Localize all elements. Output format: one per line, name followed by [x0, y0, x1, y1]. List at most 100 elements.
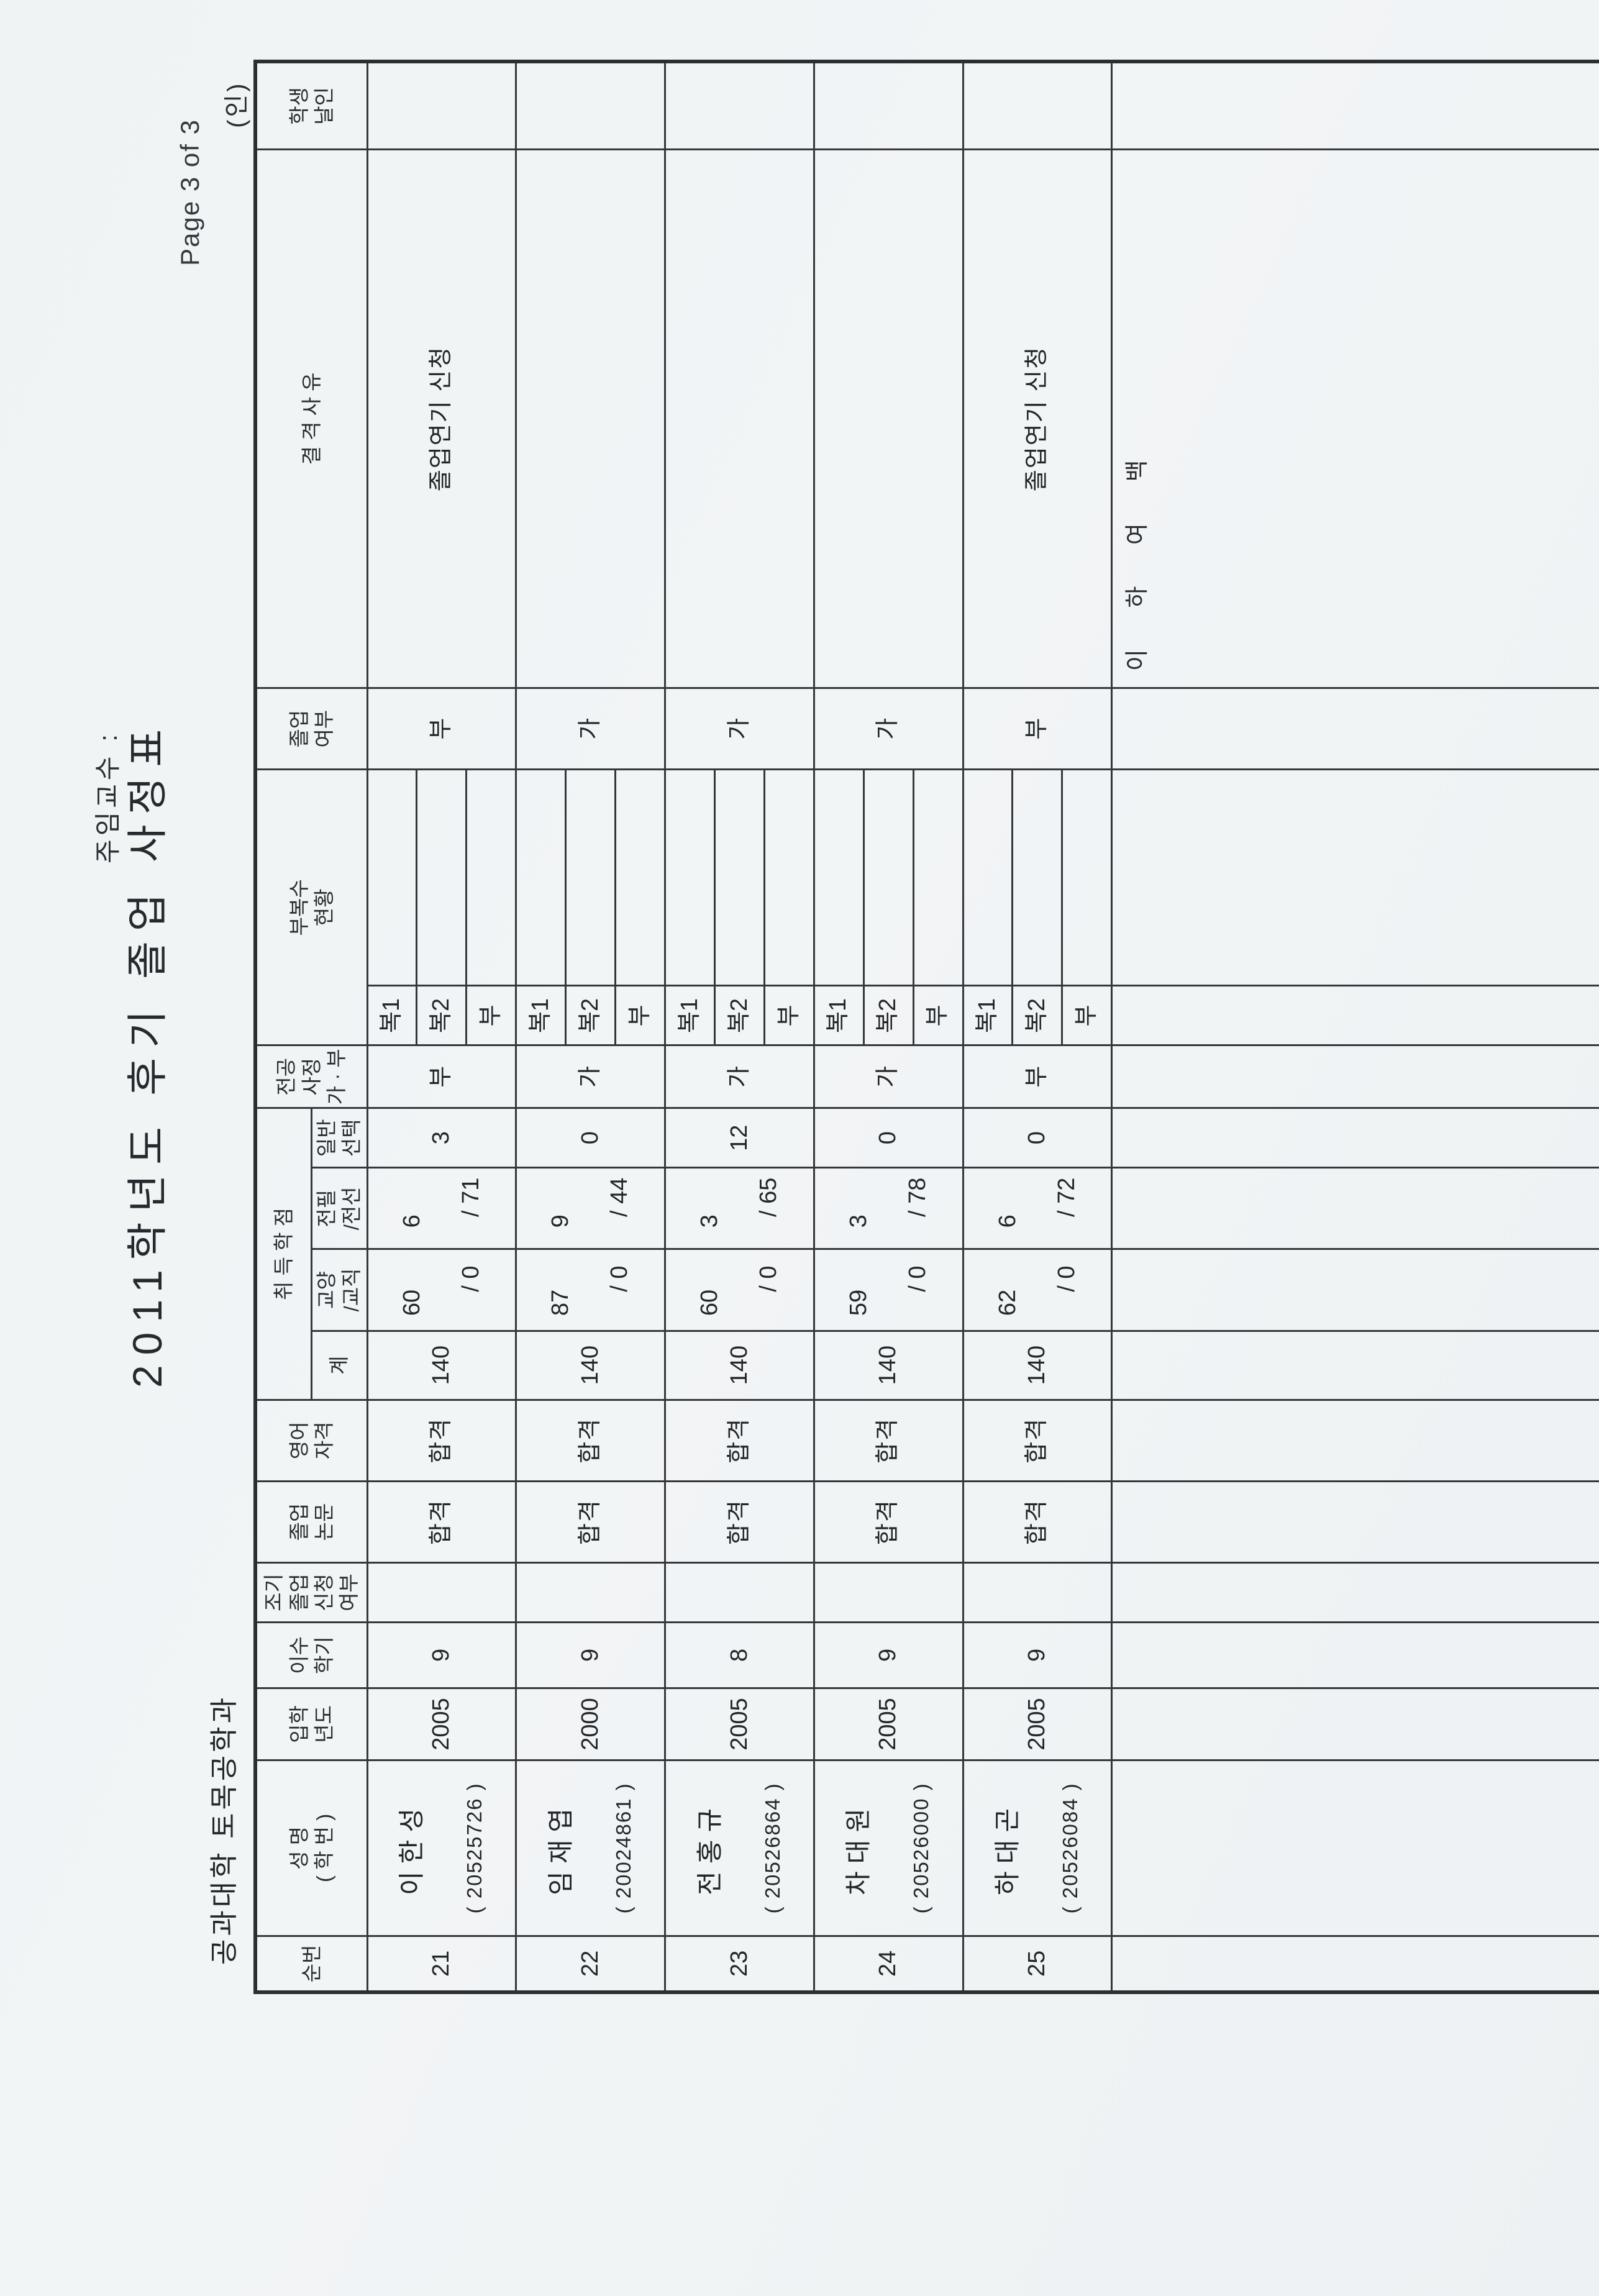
student-name: 전홍규 — [695, 1800, 724, 1895]
table-row: 22 임재엽 ( 20024861 ) 2000 9 합격 합격 140 87 … — [516, 62, 665, 1992]
cell-early-grad — [814, 1562, 964, 1623]
major-elective: / 71 — [457, 1177, 484, 1218]
minor-value — [913, 769, 964, 986]
cell-student-seal — [963, 62, 1112, 150]
major-required: 3 — [845, 1214, 872, 1228]
header-english: 영어 자격 — [255, 1400, 367, 1482]
student-name: 이한성 — [397, 1800, 427, 1895]
double-major1-label: 복1 — [516, 985, 566, 1046]
cell-major-assessment: 가 — [516, 1045, 665, 1108]
minor-label: 부 — [913, 985, 964, 1046]
header-credits-total: 계 — [311, 1331, 367, 1400]
cell-seq: 25 — [963, 1936, 1112, 1992]
cell-credits-total: 140 — [367, 1331, 516, 1400]
double-major1-value — [516, 769, 566, 986]
cell-name: 전홍규 ( 20526864 ) — [665, 1760, 814, 1936]
double-major2-value — [1012, 769, 1062, 986]
double-major1-label: 복1 — [963, 985, 1013, 1046]
liberal-earned: 87 — [547, 1289, 574, 1316]
minor-label: 부 — [615, 985, 665, 1046]
cell-thesis: 합격 — [367, 1481, 516, 1563]
liberal-teaching: / 0 — [606, 1265, 633, 1292]
cell-thesis: 합격 — [814, 1481, 964, 1563]
cell-major-assessment: 가 — [665, 1045, 814, 1108]
double-major1-label: 복1 — [367, 985, 417, 1046]
header-thesis: 졸업 논문 — [255, 1481, 367, 1563]
student-id: ( 20526000 ) — [909, 1782, 933, 1914]
cell-semesters: 9 — [367, 1622, 516, 1688]
empty-cell — [1111, 1481, 1599, 1563]
major-required: 3 — [696, 1214, 723, 1228]
header-credits-major: 전필 /전선 — [311, 1167, 367, 1249]
liberal-teaching: / 0 — [755, 1265, 782, 1292]
cell-admission-year: 2000 — [516, 1688, 665, 1761]
college-department: 공과대학 토목공학과 — [208, 1694, 240, 1965]
double-major1-value — [665, 769, 715, 986]
cell-credits-elective: 0 — [963, 1108, 1112, 1168]
cell-disqualification — [665, 149, 814, 688]
minor-value — [1062, 769, 1112, 986]
cell-student-seal — [516, 62, 665, 150]
minor-value — [615, 769, 665, 986]
hereinafter-blank-note: 이 하 여 백 — [1124, 442, 1151, 671]
minor-value — [764, 769, 814, 986]
major-required: 6 — [994, 1214, 1021, 1228]
cell-admission-year: 2005 — [665, 1688, 814, 1761]
empty-cell — [1111, 1108, 1599, 1168]
header-admission-year: 입학 년도 — [255, 1688, 367, 1761]
double-major2-value — [565, 769, 616, 986]
cell-english: 합격 — [963, 1400, 1112, 1482]
major-required: 9 — [547, 1214, 574, 1228]
liberal-earned: 60 — [696, 1289, 723, 1316]
cell-seq: 24 — [814, 1936, 964, 1992]
liberal-earned: 59 — [845, 1289, 872, 1316]
cell-credits-liberal: 87 / 0 — [516, 1249, 665, 1331]
cell-credits-elective: 3 — [367, 1108, 516, 1168]
cell-english: 합격 — [814, 1400, 964, 1482]
cell-student-seal — [814, 62, 964, 150]
cell-credits-major: 9 / 44 — [516, 1167, 665, 1249]
cell-credits-elective: 0 — [516, 1108, 665, 1168]
page-title: 2011학년도 후기 졸업 사정표 — [124, 719, 170, 1388]
cell-credits-major: 3 / 78 — [814, 1167, 964, 1249]
cell-name: 차대원 ( 20526000 ) — [814, 1760, 964, 1936]
header-row: 순번 성 명 ( 학 번 ) 입학 년도 이수 학기 조기 졸업 신청 여부 졸… — [255, 62, 367, 1992]
cell-name: 이한성 ( 20525726 ) — [367, 1760, 516, 1936]
liberal-teaching: / 0 — [457, 1265, 484, 1292]
header-double-minor-group: 부복수 현황 — [255, 769, 367, 1046]
header-credits-liberal: 교양 /교직 — [311, 1249, 367, 1331]
cell-student-seal — [665, 62, 814, 150]
double-major2-label: 복2 — [863, 985, 914, 1046]
double-major2-value — [416, 769, 467, 986]
double-major2-label: 복2 — [714, 985, 765, 1046]
student-id: ( 20526084 ) — [1059, 1782, 1082, 1914]
cell-seq: 23 — [665, 1936, 814, 1992]
empty-cell — [1111, 688, 1599, 770]
header-credits-elective: 일반 선택 — [311, 1108, 367, 1168]
header-graduation: 졸업 여부 — [255, 688, 367, 770]
double-major2-label: 복2 — [565, 985, 616, 1046]
header-early-grad: 조기 졸업 신청 여부 — [255, 1562, 367, 1623]
cell-credits-liberal: 59 / 0 — [814, 1249, 964, 1331]
cell-semesters: 9 — [516, 1622, 665, 1688]
double-major2-label: 복2 — [1012, 985, 1062, 1046]
cell-credits-total: 140 — [963, 1331, 1112, 1400]
empty-cell — [1111, 62, 1599, 150]
cell-credits-major: 6 / 72 — [963, 1167, 1112, 1249]
double-major1-value — [814, 769, 864, 986]
table-row: 21 이한성 ( 20525726 ) 2005 9 합격 합격 140 60 … — [367, 62, 516, 1992]
blank-note-cell: 이 하 여 백 — [1111, 149, 1599, 688]
double-major2-value — [863, 769, 914, 986]
cell-disqualification — [814, 149, 964, 688]
seal-mark: (인) — [223, 81, 250, 128]
cell-disqualification: 졸업연기 신청 — [367, 149, 516, 688]
cell-graduation: 가 — [516, 688, 665, 770]
liberal-teaching: / 0 — [904, 1265, 931, 1292]
empty-cell — [1111, 1688, 1599, 1761]
student-id: ( 20525726 ) — [463, 1782, 486, 1914]
cell-thesis: 합격 — [665, 1481, 814, 1563]
header-seq: 순번 — [255, 1936, 367, 1992]
table-row: 25 하대곤 ( 20526084 ) 2005 9 합격 합격 140 62 … — [963, 62, 1112, 1992]
table-row: 24 차대원 ( 20526000 ) 2005 9 합격 합격 140 59 … — [814, 62, 964, 1992]
cell-credits-liberal: 62 / 0 — [963, 1249, 1112, 1331]
